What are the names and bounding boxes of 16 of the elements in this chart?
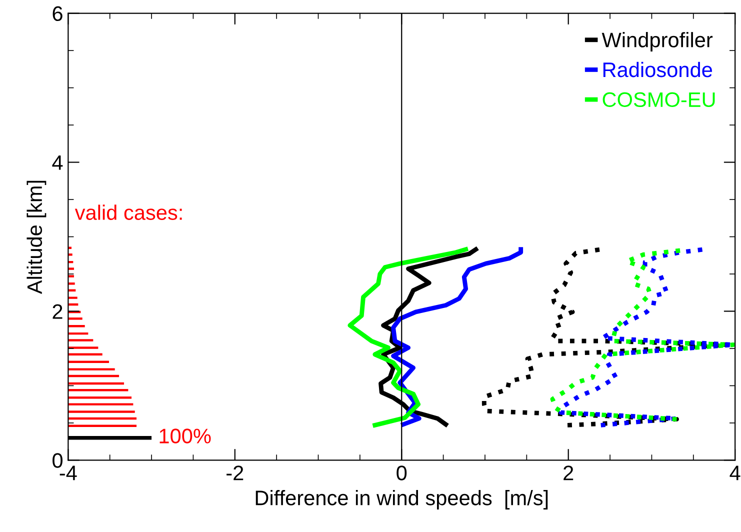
y-tick-label: 2 <box>52 304 62 319</box>
legend-label: Windprofiler <box>602 32 713 52</box>
annotation: 100% <box>160 428 211 444</box>
x-axis-title: Difference in wind speeds [m/s] <box>256 490 548 510</box>
legend-label: Radiosonde <box>603 62 712 78</box>
x-tick-label: -4 <box>60 466 77 480</box>
annotation: valid cases: <box>74 204 182 220</box>
x-tick-label: 2 <box>564 466 574 480</box>
y-tick-label: 0 <box>52 453 62 468</box>
legend-label: COSMO-EU <box>602 92 715 108</box>
x-tick-label: 0 <box>396 466 407 480</box>
x-tick-label: -2 <box>226 466 244 480</box>
y-tick-label: 4 <box>52 155 63 170</box>
y-axis-title: Altitude [km] <box>26 180 46 294</box>
y-tick-label: 6 <box>52 6 62 22</box>
x-tick-label: 4 <box>730 466 740 480</box>
